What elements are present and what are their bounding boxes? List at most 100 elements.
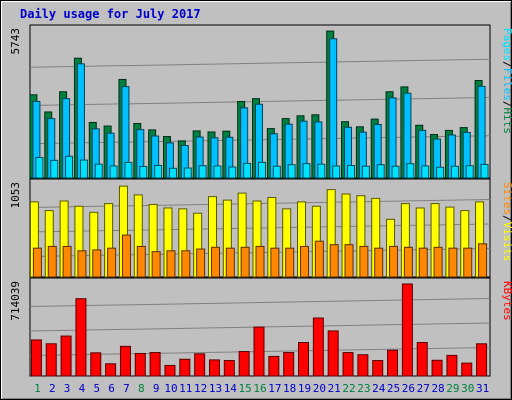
bar-sites-day-26 (403, 246, 413, 278)
bar-pages-day-19 (302, 163, 311, 179)
bar-sites-day-31 (478, 243, 488, 278)
x-tick-label: 19 (298, 382, 311, 395)
y-axis-label-part: Files (501, 68, 512, 101)
bar-sites-day-13 (210, 246, 220, 278)
bar-pages-day-4 (79, 159, 88, 179)
bar-pages-day-1 (35, 157, 44, 179)
bar-pages-day-27 (421, 165, 430, 179)
x-tick-label: 12 (194, 382, 207, 395)
bar-kbytes-day-10 (164, 364, 176, 377)
x-tick-label: 6 (108, 382, 115, 395)
x-tick-label: 1 (34, 382, 41, 395)
bar-kbytes-day-5 (90, 352, 102, 377)
y-axis-label-part: / (501, 215, 512, 222)
bar-sites-day-2 (47, 245, 57, 278)
x-tick-label: 28 (431, 382, 444, 395)
bar-pages-day-11 (183, 167, 192, 179)
bar-sites-day-23 (359, 245, 369, 278)
y-axis-label: Sites/Visits (501, 182, 512, 262)
bar-files-day-21 (329, 38, 338, 179)
bar-kbytes-day-26 (401, 283, 413, 377)
bar-pages-day-5 (94, 163, 103, 179)
x-tick-label: 29 (446, 382, 459, 395)
bar-pages-day-18 (287, 164, 296, 179)
bar-kbytes-day-1 (30, 339, 42, 377)
chart-title: Daily usage for July 2017 (20, 7, 201, 21)
bar-kbytes-day-14 (223, 360, 235, 377)
x-tick-label: 4 (79, 382, 86, 395)
bar-sites-day-8 (136, 245, 146, 278)
bar-pages-day-23 (361, 165, 370, 179)
bar-sites-day-1 (32, 247, 42, 278)
bar-sites-day-12 (196, 248, 206, 278)
y-max-label: 1053 (9, 182, 22, 209)
bar-pages-day-13 (213, 165, 222, 179)
bar-sites-day-5 (92, 249, 102, 278)
bar-sites-day-20 (314, 240, 324, 278)
y-axis-label-part: Pages (501, 28, 512, 61)
x-tick-label: 22 (342, 382, 355, 395)
bar-sites-day-10 (166, 250, 176, 278)
x-tick-label: 10 (164, 382, 177, 395)
bar-sites-day-9 (151, 251, 161, 278)
bar-sites-day-7 (121, 234, 131, 278)
bar-pages-day-24 (376, 164, 385, 179)
bar-sites-day-25 (389, 245, 399, 278)
x-tick-label: 2 (49, 382, 56, 395)
bar-kbytes-day-31 (476, 343, 488, 377)
x-tick-label: 11 (179, 382, 192, 395)
x-tick-label: 18 (283, 382, 296, 395)
bar-kbytes-day-2 (45, 343, 57, 377)
x-tick-label: 9 (153, 382, 160, 395)
bar-kbytes-day-7 (119, 345, 131, 377)
y-axis-label-part: Visits (501, 222, 512, 262)
bar-sites-day-27 (418, 247, 428, 278)
bar-kbytes-day-12 (194, 353, 206, 377)
y-axis-label: Pages/Files/Hits (501, 28, 512, 134)
bar-sites-day-15 (240, 246, 250, 278)
bar-kbytes-day-16 (253, 326, 265, 377)
bar-kbytes-day-25 (387, 349, 399, 377)
bar-kbytes-day-30 (461, 362, 473, 377)
x-tick-label: 20 (313, 382, 326, 395)
bar-kbytes-day-18 (283, 352, 295, 377)
bar-pages-day-6 (109, 165, 118, 179)
bar-sites-day-30 (463, 247, 473, 278)
x-tick-label: 3 (64, 382, 71, 395)
bar-kbytes-day-8 (134, 352, 146, 377)
bar-kbytes-day-11 (179, 358, 191, 377)
bar-pages-day-14 (228, 166, 237, 179)
bar-sites-day-14 (225, 247, 235, 278)
bar-pages-day-25 (391, 165, 400, 179)
bar-sites-day-18 (285, 247, 295, 278)
x-tick-label: 16 (253, 382, 266, 395)
y-max-label: 714039 (9, 281, 22, 321)
y-max-label: 5743 (9, 28, 22, 55)
x-tick-label: 30 (461, 382, 474, 395)
x-tick-label: 7 (123, 382, 130, 395)
bar-sites-day-21 (329, 244, 339, 278)
bar-kbytes-day-9 (149, 352, 161, 377)
bar-kbytes-day-17 (268, 355, 280, 377)
y-axis-label-part: / (501, 101, 512, 108)
bar-kbytes-day-21 (327, 330, 339, 377)
bar-kbytes-day-19 (298, 342, 310, 377)
bar-sites-day-17 (270, 247, 280, 278)
bar-pages-day-16 (258, 161, 266, 179)
x-tick-label: 25 (387, 382, 400, 395)
bar-pages-day-17 (272, 165, 281, 179)
bar-sites-day-19 (300, 245, 310, 278)
bar-kbytes-day-29 (446, 354, 458, 377)
x-tick-label: 26 (402, 382, 415, 395)
bar-kbytes-day-4 (75, 298, 87, 377)
y-axis-label-part: Hits (501, 108, 512, 135)
bar-kbytes-day-20 (312, 317, 324, 377)
bar-pages-day-29 (450, 165, 459, 179)
bar-sites-day-22 (344, 244, 354, 278)
bar-sites-day-3 (62, 245, 72, 278)
y-axis-label: KBytes (501, 281, 512, 321)
bar-pages-day-8 (139, 165, 148, 179)
bar-pages-day-9 (154, 164, 163, 179)
bar-pages-day-31 (480, 163, 489, 179)
